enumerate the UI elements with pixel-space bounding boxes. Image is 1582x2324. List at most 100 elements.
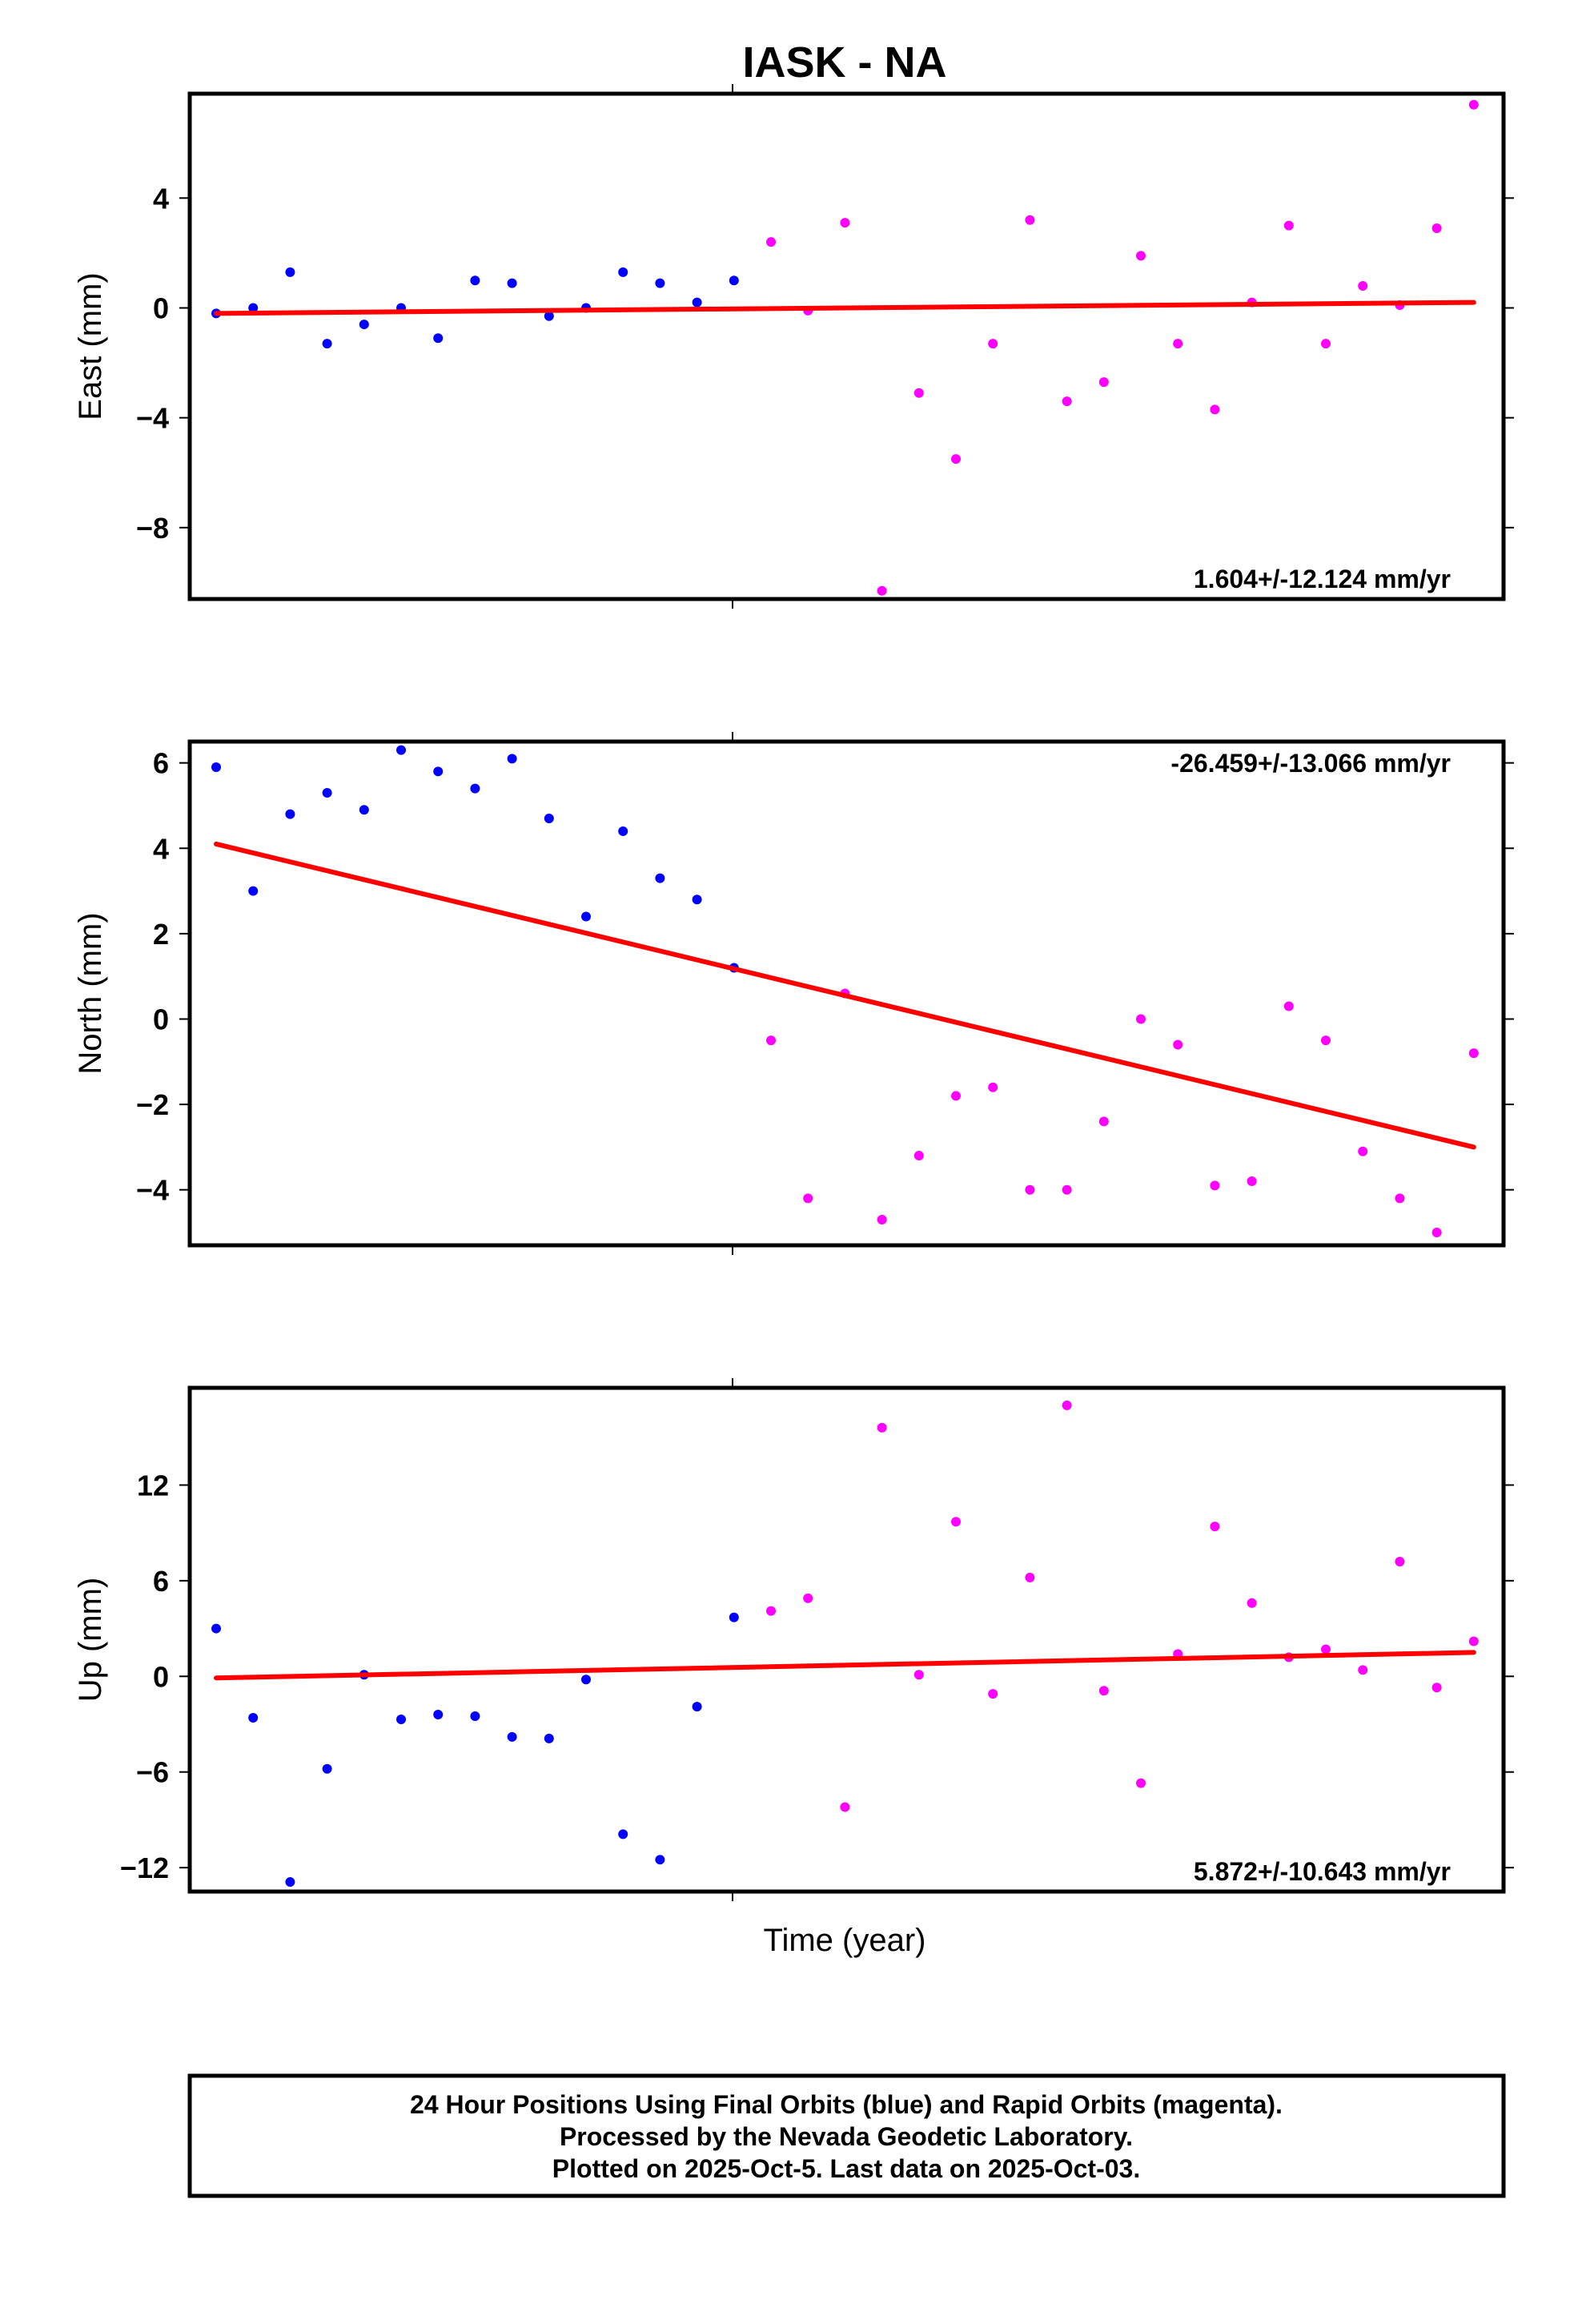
rapid-orbit-point	[1321, 339, 1331, 349]
final-orbit-point	[396, 1715, 406, 1725]
final-orbit-point	[507, 278, 517, 288]
plot-frame	[187, 739, 1506, 1248]
rapid-orbit-point	[1025, 215, 1035, 225]
rapid-orbit-point	[877, 1215, 887, 1225]
rapid-orbit-point	[1098, 377, 1109, 388]
final-orbit-point	[618, 826, 628, 836]
x-axis-label: Time (year)	[764, 1923, 926, 1958]
final-orbit-point	[285, 267, 295, 277]
panel-north: 6 4 2 0 −2 −4 North (mm) -26.459+/-13.066 mm/yr	[73, 732, 1514, 1255]
y-tick-label: −4	[136, 402, 169, 435]
y-tick-label: 0	[153, 1003, 169, 1035]
final-orbit-point	[470, 1711, 480, 1722]
rapid-orbit-point	[1431, 223, 1442, 234]
final-orbit-point	[248, 886, 259, 896]
final-orbit-point	[285, 809, 295, 819]
panel-east: 4 0 −4 −8 East (mm) 1.604+/-12.124 mm/yr	[73, 84, 1514, 609]
y-tick-label: −2	[136, 1088, 169, 1121]
final-orbit-point	[285, 1877, 295, 1888]
rapid-orbit-point	[1321, 1035, 1331, 1046]
final-orbit-point	[470, 275, 480, 286]
rapid-orbit-point	[766, 237, 776, 247]
final-orbit-point	[322, 1763, 332, 1774]
rapid-orbit-point	[840, 218, 850, 228]
final-orbit-point	[581, 911, 591, 922]
plot-frame	[187, 91, 1506, 601]
rapid-orbit-point	[913, 1670, 924, 1680]
y-tick-label: 4	[153, 832, 169, 865]
rapid-orbit-point	[803, 1193, 813, 1204]
final-orbit-point	[692, 1702, 702, 1712]
rapid-orbit-point	[1283, 1001, 1294, 1011]
rapid-orbit-point	[1062, 1184, 1072, 1195]
rapid-orbit-point	[951, 1091, 961, 1101]
velocity-rate-label: 5.872+/-10.643 mm/yr	[1194, 1857, 1451, 1886]
y-tick-label: 0	[153, 292, 169, 324]
chart-title: IASK - NA	[743, 38, 947, 86]
rapid-orbit-point	[1395, 1193, 1405, 1204]
rapid-orbit-point	[1321, 1644, 1331, 1655]
y-tick-label: −8	[136, 512, 169, 545]
rapid-orbit-point	[1247, 1598, 1257, 1608]
final-orbit-point	[544, 813, 554, 823]
final-orbit-point	[729, 1612, 739, 1622]
final-orbit-point	[655, 873, 665, 883]
final-orbit-point	[433, 333, 444, 344]
final-orbit-point	[692, 297, 702, 308]
final-orbit-point	[433, 1710, 444, 1720]
rapid-orbit-point	[1358, 1146, 1368, 1156]
final-orbit-point	[692, 895, 702, 905]
rapid-orbit-point	[1468, 1636, 1479, 1647]
final-orbit-point	[507, 754, 517, 764]
trend-line	[214, 841, 1476, 1150]
rapid-orbit-point	[766, 1606, 776, 1616]
final-orbit-point	[581, 1675, 591, 1685]
y-tick-label: −6	[136, 1756, 169, 1789]
y-tick-label: −4	[136, 1174, 169, 1207]
rapid-orbit-point	[1210, 1522, 1220, 1532]
rapid-orbit-point	[1431, 1683, 1442, 1693]
rapid-orbit-point	[1431, 1228, 1442, 1238]
rapid-orbit-point	[1173, 1039, 1183, 1050]
y-tick-label: 4	[153, 182, 169, 215]
final-orbit-point	[507, 1731, 517, 1742]
rapid-orbit-point	[1358, 1665, 1368, 1675]
y-axis-label: North (mm)	[73, 912, 108, 1074]
rapid-orbit-point	[1468, 1048, 1479, 1059]
final-orbit-point	[544, 1733, 554, 1743]
final-orbit-point	[396, 745, 406, 755]
rapid-orbit-point	[1468, 99, 1479, 110]
rapid-orbit-point	[951, 454, 961, 464]
rapid-orbit-point	[1098, 1686, 1109, 1696]
plot-frame	[187, 1385, 1506, 1894]
panel-up: 12 6 0 −6 −12 Up (mm) 5.872+/-10.643 mm/yr	[73, 1378, 1514, 1901]
rapid-orbit-point	[1283, 220, 1294, 231]
velocity-rate-label: -26.459+/-13.066 mm/yr	[1170, 749, 1451, 778]
rapid-orbit-point	[1025, 1184, 1035, 1195]
rapid-orbit-point	[913, 1151, 924, 1161]
rapid-orbit-point	[877, 585, 887, 596]
trend-line	[214, 300, 1476, 316]
rapid-orbit-point	[1062, 396, 1072, 407]
rapid-orbit-point	[766, 1035, 776, 1046]
footer-line-1: 24 Hour Positions Using Final Orbits (bl…	[410, 2090, 1283, 2119]
rapid-orbit-point	[1210, 404, 1220, 415]
rapid-orbit-point	[1098, 1116, 1109, 1127]
y-tick-label: 6	[153, 1565, 169, 1598]
trend-line	[214, 1650, 1476, 1681]
rapid-orbit-point	[1210, 1180, 1220, 1191]
y-tick-label: −12	[120, 1852, 169, 1884]
final-orbit-point	[433, 766, 444, 777]
final-orbit-point	[248, 1713, 259, 1723]
rapid-orbit-point	[988, 1689, 998, 1699]
final-orbit-point	[322, 339, 332, 349]
final-orbit-point	[729, 275, 739, 286]
final-orbit-point	[359, 320, 369, 330]
final-orbit-point	[211, 1623, 221, 1634]
rapid-orbit-point	[877, 1422, 887, 1433]
rapid-orbit-point	[1395, 1556, 1405, 1566]
y-tick-label: 6	[153, 747, 169, 780]
rapid-orbit-point	[1136, 251, 1146, 261]
rapid-orbit-point	[951, 1517, 961, 1527]
